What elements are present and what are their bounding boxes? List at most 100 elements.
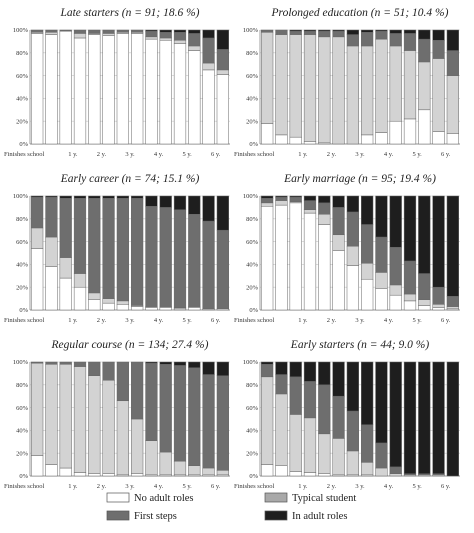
x-tick-label-2-0: Finishes school	[4, 317, 44, 324]
x-tick-label-2-2: 2 y.	[97, 317, 107, 324]
bar-segment-0-11-2	[188, 33, 201, 47]
legend-label-2: First steps	[134, 511, 177, 522]
x-tick-label-3-5: 5 y.	[412, 317, 422, 324]
bar-segment-0-9-3	[159, 29, 172, 33]
bar-segment-1-9-0	[389, 120, 402, 145]
bar-segment-3-7-1	[361, 263, 374, 280]
y-tick-label-2-3: 60%	[16, 239, 29, 246]
bar-segment-4-12-3	[202, 361, 215, 375]
bar-segment-5-9-3	[389, 361, 402, 468]
x-tick-label-0-1: 1 y.	[68, 151, 78, 158]
bar-segment-3-0-2	[261, 198, 274, 204]
bar-segment-0-7-2	[131, 29, 144, 33]
x-tick-label-4-5: 5 y.	[182, 483, 192, 490]
bar-segment-1-8-1	[375, 38, 388, 133]
bar-segment-2-8-3	[145, 195, 158, 207]
bar-segment-3-1-1	[275, 200, 288, 206]
bar-segment-3-7-0	[361, 278, 374, 311]
bar-segment-3-8-2	[375, 236, 388, 273]
x-tick-label-1-1: 1 y.	[298, 151, 308, 158]
bar-segment-0-12-1	[202, 62, 215, 71]
bar-segment-1-5-1	[332, 36, 345, 145]
bar-segment-0-13-0	[216, 74, 229, 145]
bar-segment-4-1-2	[45, 361, 58, 365]
bar-segment-0-6-2	[116, 29, 129, 33]
bar-segment-1-13-3	[446, 29, 459, 51]
panel-title-5: Early starters (n = 44; 9.0 %)	[290, 339, 430, 351]
bar-segment-2-9-3	[159, 195, 172, 208]
bar-segment-0-9-2	[159, 32, 172, 39]
bar-segment-5-8-1	[375, 467, 388, 477]
bar-segment-4-0-1	[31, 362, 44, 456]
y-tick-label-5-4: 80%	[246, 382, 259, 389]
y-tick-label-4-0: 0%	[19, 473, 28, 480]
bar-segment-1-9-3	[389, 29, 402, 34]
bar-segment-2-6-1	[116, 300, 129, 305]
bar-segment-3-9-2	[389, 247, 402, 286]
bar-segment-2-5-3	[102, 195, 115, 199]
x-tick-label-1-5: 5 y.	[412, 151, 422, 158]
bar-segment-0-10-2	[173, 32, 187, 41]
bar-segment-1-10-0	[403, 118, 417, 145]
bar-segment-1-1-1	[275, 34, 288, 136]
bar-segment-4-8-2	[145, 362, 158, 441]
bar-segment-1-0-0	[261, 123, 274, 145]
bar-segment-1-4-2	[318, 30, 331, 38]
x-tick-label-1-6: 6 y.	[441, 151, 451, 158]
bar-segment-2-12-2	[202, 220, 215, 310]
bar-segment-4-6-1	[116, 400, 129, 476]
bar-segment-2-10-2	[173, 209, 187, 308]
bar-segment-5-2-2	[289, 376, 302, 415]
bar-segment-4-2-2	[59, 361, 72, 365]
bar-segment-2-12-3	[202, 195, 215, 222]
bar-segment-1-9-2	[389, 33, 402, 47]
bar-segment-4-8-1	[145, 440, 158, 476]
bar-segment-2-2-0	[59, 277, 72, 311]
bar-segment-4-5-2	[102, 361, 115, 381]
bar-segment-1-6-2	[346, 34, 359, 47]
bar-segment-0-10-0	[173, 43, 187, 145]
bar-segment-0-11-0	[188, 50, 201, 145]
bar-segment-3-4-2	[318, 202, 331, 215]
bar-segment-3-10-0	[403, 300, 417, 311]
bar-segment-0-13-1	[216, 69, 229, 75]
x-tick-label-4-6: 6 y.	[211, 483, 221, 490]
bar-segment-3-10-3	[403, 195, 417, 262]
bar-segment-4-9-3	[159, 361, 172, 365]
bar-segment-3-0-3	[261, 195, 274, 199]
bar-segment-4-13-3	[216, 361, 229, 376]
panel-title-4: Regular course (n = 134; 27.4 %)	[51, 339, 209, 351]
bar-segment-3-0-1	[261, 202, 274, 207]
y-tick-label-0-3: 60%	[16, 73, 29, 80]
bar-segment-1-1-2	[275, 29, 288, 35]
bar-segment-0-3-1	[73, 33, 87, 39]
bar-segment-0-2-0	[59, 30, 72, 145]
x-tick-label-4-3: 3 y.	[125, 483, 135, 490]
bar-segment-4-0-0	[31, 455, 44, 477]
bar-segment-4-10-3	[173, 361, 187, 366]
bar-segment-0-1-1	[45, 32, 58, 35]
y-tick-label-3-5: 100%	[243, 193, 259, 200]
bar-segment-0-0-0	[31, 33, 44, 145]
bar-segment-4-12-1	[202, 467, 215, 476]
bar-segment-2-11-0	[188, 307, 201, 311]
bar-segment-3-6-2	[346, 211, 359, 247]
bar-segment-2-1-1	[45, 236, 58, 267]
bar-segment-4-2-1	[59, 364, 72, 469]
bar-segment-2-5-1	[102, 298, 115, 304]
bar-segment-2-0-3	[31, 195, 44, 198]
legend-label-1: Typical student	[292, 493, 356, 504]
x-tick-label-3-4: 4 y.	[384, 317, 394, 324]
bar-segment-1-8-0	[375, 132, 388, 145]
bar-segment-5-11-3	[418, 361, 431, 474]
bar-segment-1-13-1	[446, 75, 459, 134]
bar-segment-4-13-1	[216, 470, 229, 476]
bar-segment-3-5-1	[332, 234, 345, 251]
x-tick-label-1-0: Finishes school	[234, 151, 274, 158]
bar-segment-4-11-3	[188, 361, 201, 368]
bar-segment-4-1-0	[45, 464, 58, 477]
bar-segment-3-8-3	[375, 195, 388, 238]
y-tick-label-5-3: 60%	[246, 405, 259, 412]
bar-segment-1-6-1	[346, 45, 359, 145]
bar-segment-1-13-2	[446, 50, 459, 76]
